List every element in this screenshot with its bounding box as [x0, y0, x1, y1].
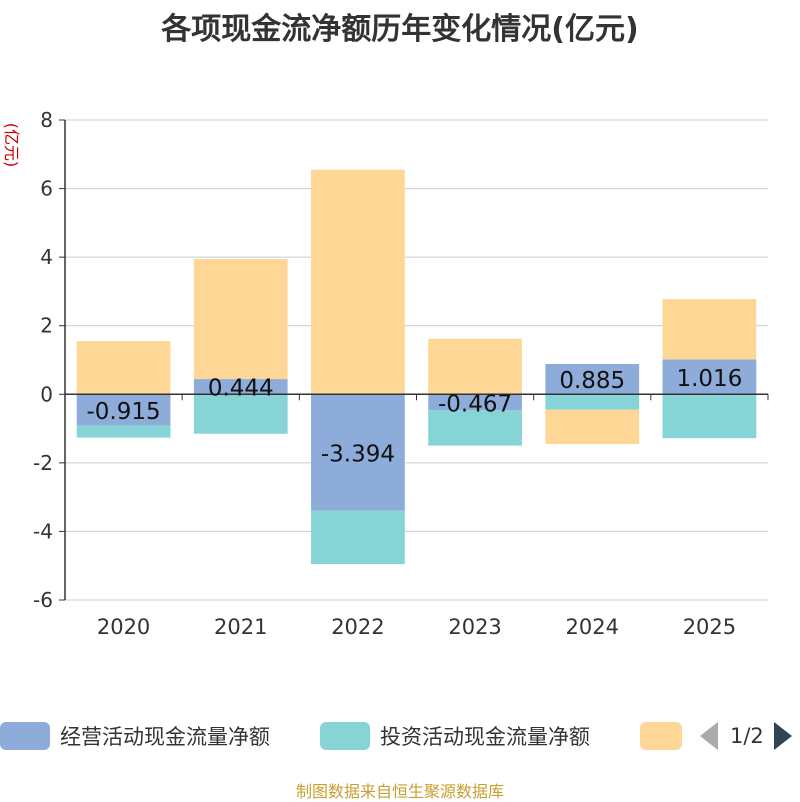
legend-swatch-operating — [0, 722, 50, 750]
legend-pager: 1/2 — [700, 716, 792, 756]
legend-item-investing[interactable]: 投资活动现金流量净额 — [320, 716, 590, 756]
bar-series-1-2025[interactable] — [662, 394, 757, 439]
bar-series-1-2021[interactable] — [193, 394, 288, 434]
y-tick-label: 6 — [40, 177, 53, 201]
legend-next-page-icon[interactable] — [773, 722, 792, 750]
bar-series-1-2024[interactable] — [545, 394, 640, 410]
bar-series-1-2020[interactable] — [76, 425, 171, 438]
bar-series-1-2022[interactable] — [311, 510, 405, 565]
data-label: 1.016 — [676, 366, 742, 392]
bar-series-2-2021[interactable] — [193, 259, 288, 380]
x-tick-label: 2025 — [683, 615, 736, 639]
y-tick-label: 4 — [40, 245, 53, 269]
bar-series-2-2020[interactable] — [76, 341, 171, 395]
x-tick-label: 2023 — [448, 615, 501, 639]
y-tick-label: -6 — [33, 588, 53, 612]
legend-label-operating: 经营活动现金流量净额 — [60, 725, 270, 749]
bar-series-0-2025[interactable] — [662, 359, 757, 395]
data-label: 0.444 — [208, 376, 274, 402]
data-label: -0.915 — [87, 399, 161, 425]
bar-series-2-2022[interactable] — [311, 169, 405, 395]
data-label: -3.394 — [321, 441, 395, 467]
x-tick-label: 2020 — [97, 615, 150, 639]
legend: 经营活动现金流量净额 投资活动现金流量净额 1/2 — [0, 716, 800, 756]
bar-series-2-2023[interactable] — [428, 338, 522, 395]
y-tick-label: 2 — [40, 314, 53, 338]
legend-page-indicator: 1/2 — [730, 724, 764, 748]
data-label: -0.467 — [438, 391, 512, 417]
bar-series-0-2024[interactable] — [545, 363, 640, 395]
x-tick-label: 2022 — [331, 615, 384, 639]
y-axis-label: (亿元) — [2, 123, 21, 168]
legend-swatch-financing — [640, 722, 682, 750]
source-note: 制图数据来自恒生聚源数据库 — [295, 782, 504, 801]
axes: -6 -4 -2 0 2 4 6 8 2020 2021 2022 2023 2024 2025 — [33, 108, 769, 639]
bar-series-0-2021[interactable] — [193, 379, 288, 395]
bar-series-0-2020[interactable] — [76, 394, 171, 426]
y-tick-label: -4 — [33, 519, 53, 543]
bar-series-2-2025[interactable] — [662, 299, 757, 360]
bar-series-0-2022[interactable] — [311, 394, 405, 511]
bar-series-1-2023[interactable] — [428, 410, 522, 446]
chart-title: 各项现金流净额历年变化情况(亿元) — [161, 12, 639, 47]
y-tick-label: 0 — [40, 382, 53, 406]
legend-item-operating[interactable]: 经营活动现金流量净额 — [0, 716, 270, 756]
bar-series-2-2024[interactable] — [545, 409, 640, 444]
x-tick-label: 2024 — [566, 615, 619, 639]
data-label: 0.885 — [559, 368, 625, 394]
y-tick-label: 8 — [40, 108, 53, 132]
data-labels: -0.915 0.444 -3.394 -0.467 0.885 1.016 — [87, 366, 743, 468]
legend-prev-page-icon[interactable] — [700, 722, 718, 750]
bars — [76, 169, 757, 565]
legend-swatch-investing — [320, 722, 370, 750]
chart-canvas: -6 -4 -2 0 2 4 6 8 2020 2021 2022 2023 2024 2025 -0.9… — [2, 108, 769, 639]
y-tick-label: -2 — [33, 451, 53, 475]
bar-series-0-2023[interactable] — [428, 394, 522, 411]
legend-item-financing[interactable] — [640, 716, 692, 756]
x-tick-label: 2021 — [214, 615, 267, 639]
legend-label-investing: 投资活动现金流量净额 — [380, 725, 590, 749]
